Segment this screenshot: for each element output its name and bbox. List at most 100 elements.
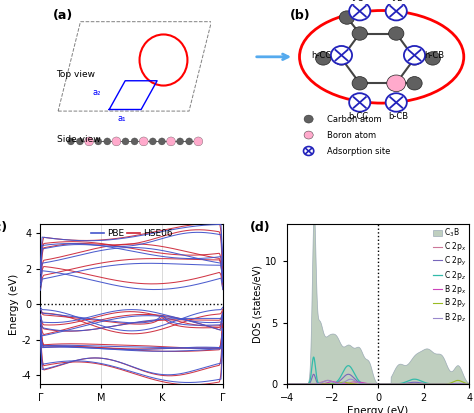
Circle shape (404, 46, 425, 64)
Text: a₂: a₂ (92, 88, 100, 97)
Line: B 2p$_y$: B 2p$_y$ (287, 380, 469, 384)
C 2p$_z$ (302, 382, 308, 387)
B 2p$_x$ (329, 379, 335, 384)
C 2p$_z$ (410, 377, 415, 382)
B 2p$_z$ (358, 381, 364, 386)
C 2p$_z$ (427, 381, 432, 386)
C 2p$_z$ (311, 355, 317, 360)
B 2p$_z$ (466, 382, 472, 387)
B 2p$_x$ (358, 380, 364, 385)
Line: B 2p$_x$: B 2p$_x$ (287, 382, 469, 384)
B 2p$_y$ (365, 382, 370, 387)
B 2p$_y$ (284, 382, 290, 387)
B 2p$_x$ (284, 382, 290, 387)
Line: C 2p$_y$: C 2p$_y$ (287, 374, 469, 384)
B 2p$_x$ (430, 382, 436, 387)
C 2p$_x$ (466, 382, 472, 387)
Text: t-C: t-C (352, 0, 364, 3)
Text: Carbon atom: Carbon atom (327, 114, 382, 123)
C 2p$_z$ (358, 380, 364, 385)
C 2p$_y$ (302, 382, 308, 387)
Circle shape (407, 76, 422, 90)
Text: h-CB: h-CB (425, 51, 445, 60)
B 2p$_y$ (302, 382, 308, 387)
B 2p$_y$ (426, 382, 432, 387)
C 2p$_y$ (430, 382, 436, 387)
C 2p$_z$ (430, 382, 436, 387)
C 2p$_y$ (410, 380, 415, 385)
B 2p$_y$ (358, 382, 364, 387)
C 2p$_y$ (365, 382, 370, 387)
B 2p$_x$ (302, 382, 308, 387)
Circle shape (76, 138, 83, 145)
C 2p$_y$ (427, 382, 432, 387)
Circle shape (67, 138, 74, 145)
Circle shape (194, 137, 203, 146)
Circle shape (158, 138, 165, 145)
C 2p$_y$ (466, 382, 472, 387)
C 2p$_y$ (374, 382, 380, 387)
Circle shape (334, 52, 349, 65)
Line: C 2p$_x$: C 2p$_x$ (287, 380, 469, 384)
Text: (b): (b) (291, 9, 311, 22)
Text: Side view: Side view (56, 135, 100, 144)
Text: (a): (a) (54, 9, 73, 22)
Text: b-CC: b-CC (348, 112, 368, 121)
B 2p$_z$ (284, 382, 290, 387)
Text: Boron atom: Boron atom (327, 131, 376, 140)
C 2p$_x$ (430, 382, 436, 387)
Line: C 2p$_z$: C 2p$_z$ (287, 357, 469, 384)
Circle shape (331, 46, 352, 64)
Y-axis label: DOS (states/eV): DOS (states/eV) (253, 265, 263, 343)
B 2p$_z$ (410, 382, 415, 387)
Text: (d): (d) (250, 221, 271, 234)
C 2p$_x$ (410, 382, 415, 387)
Circle shape (304, 131, 313, 139)
B 2p$_y$ (466, 382, 472, 387)
B 2p$_z$ (427, 382, 432, 387)
C 2p$_z$ (365, 382, 370, 387)
Circle shape (339, 11, 355, 24)
Circle shape (316, 52, 331, 65)
Circle shape (112, 137, 121, 146)
C 2p$_x$ (284, 382, 290, 387)
Circle shape (166, 137, 175, 146)
Text: h-CC: h-CC (311, 51, 331, 60)
C 2p$_y$ (346, 372, 351, 377)
C 2p$_y$ (284, 382, 290, 387)
X-axis label: Energy (eV): Energy (eV) (347, 406, 409, 413)
Circle shape (95, 138, 102, 145)
C 2p$_z$ (466, 382, 472, 387)
Circle shape (386, 2, 407, 20)
C 2p$_z$ (284, 382, 290, 387)
Circle shape (387, 75, 406, 92)
Text: a₁: a₁ (118, 114, 126, 123)
Circle shape (303, 147, 314, 155)
Circle shape (352, 76, 367, 90)
Circle shape (85, 137, 93, 146)
C 2p$_x$ (365, 382, 370, 387)
B 2p$_x$ (427, 382, 432, 387)
Circle shape (186, 138, 193, 145)
Circle shape (389, 27, 404, 40)
B 2p$_z$ (365, 382, 370, 387)
Text: t-B: t-B (392, 0, 404, 3)
Line: B 2p$_z$: B 2p$_z$ (287, 379, 469, 384)
Circle shape (349, 93, 370, 112)
Circle shape (349, 2, 370, 20)
Text: Adsorption site: Adsorption site (327, 147, 390, 156)
C 2p$_y$ (358, 381, 364, 386)
Legend: PBE, HSE06: PBE, HSE06 (91, 229, 173, 238)
B 2p$_x$ (466, 382, 472, 387)
Text: (c): (c) (0, 221, 9, 234)
Circle shape (304, 115, 313, 123)
Circle shape (352, 27, 367, 40)
Legend: C$_3$B, C 2p$_x$, C 2p$_y$, C 2p$_z$, B 2p$_x$, B 2p$_y$, B 2p$_z$: C$_3$B, C 2p$_x$, C 2p$_y$, C 2p$_z$, B … (433, 227, 467, 324)
Text: b-CB: b-CB (388, 112, 408, 121)
B 2p$_z$ (302, 382, 308, 387)
Circle shape (425, 52, 440, 65)
B 2p$_x$ (365, 381, 370, 386)
Circle shape (177, 138, 183, 145)
B 2p$_z$ (430, 382, 436, 387)
B 2p$_y$ (429, 382, 435, 387)
